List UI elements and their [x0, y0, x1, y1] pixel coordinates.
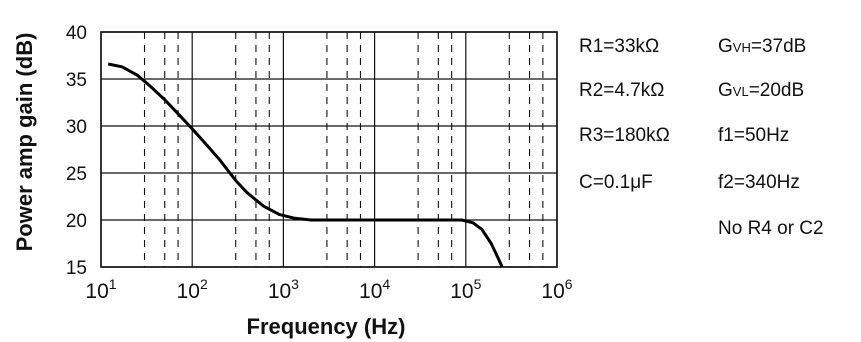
y-tick-label: 25: [66, 164, 87, 185]
param-r2: R2=4.7kΩ: [579, 80, 665, 101]
chart-grid: [100, 31, 558, 268]
y-tick-label: 20: [66, 211, 87, 232]
param-note: No R4 or C2: [718, 218, 824, 239]
y-axis-title: Power amp gain (dB): [12, 33, 37, 252]
x-tick-labels: 101 102 103 104 105 106: [85, 276, 572, 303]
plot-frame: [100, 31, 558, 268]
x-tick-label: 106: [541, 276, 572, 303]
x-tick-label: 103: [268, 276, 299, 303]
x-tick-label: 105: [450, 276, 481, 303]
param-gvh-sub: VH: [732, 40, 751, 55]
y-tick-label: 15: [66, 258, 87, 279]
x-axis-title: Frequency (Hz): [247, 314, 406, 339]
param-gvh-value: =37dB: [750, 36, 807, 57]
param-c: C=0.1μF: [579, 172, 653, 193]
y-tick-label: 30: [66, 117, 87, 138]
x-tick-label: 101: [85, 276, 116, 303]
x-tick-label: 102: [177, 276, 208, 303]
series-line-gain: [107, 62, 504, 268]
param-gvl: GVL=20dB: [718, 80, 804, 102]
x-tick-label: 104: [359, 276, 390, 303]
y-tick-labels: 15 20 25 30 35 40: [66, 23, 87, 279]
param-gvl-sub: VL: [732, 84, 749, 99]
y-tick-label: 35: [66, 70, 87, 91]
param-f1: f1=50Hz: [718, 125, 790, 146]
param-gvl-prefix: G: [718, 80, 733, 101]
param-gvh: GVH=37dB: [718, 36, 806, 58]
param-f2: f2=340Hz: [718, 172, 800, 193]
y-tick-label: 40: [66, 23, 87, 44]
param-gvl-value: =20dB: [748, 80, 805, 101]
param-gvh-prefix: G: [718, 36, 733, 57]
param-r3: R3=180kΩ: [579, 125, 670, 146]
param-r1: R1=33kΩ: [579, 36, 660, 57]
